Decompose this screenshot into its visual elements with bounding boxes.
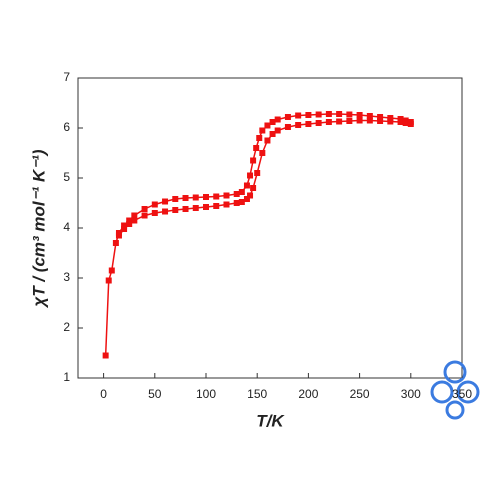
y-tick-label: 4 <box>63 220 70 234</box>
data-point <box>131 217 138 224</box>
data-point <box>105 277 112 284</box>
data-point <box>387 115 394 121</box>
data-point <box>366 113 373 119</box>
data-point <box>238 189 245 195</box>
data-point <box>182 206 189 212</box>
data-point <box>366 117 373 124</box>
data-point <box>115 232 122 239</box>
data-point <box>162 208 169 215</box>
data-point <box>126 217 133 224</box>
data-point <box>336 118 343 125</box>
data-point <box>295 112 302 119</box>
data-point <box>407 121 414 127</box>
data-point <box>387 118 394 125</box>
data-point <box>346 118 353 124</box>
data-point <box>151 210 158 216</box>
data-point <box>402 120 409 126</box>
data-point <box>121 226 128 232</box>
data-point <box>131 212 138 219</box>
data-point <box>243 196 250 202</box>
data-point <box>162 198 169 205</box>
data-point <box>192 205 199 211</box>
x-tick-label: 350 <box>452 387 472 401</box>
data-point <box>274 116 281 123</box>
y-tick-label: 6 <box>63 120 70 134</box>
data-point <box>247 192 254 199</box>
data-point <box>254 170 261 176</box>
data-point <box>269 131 276 137</box>
data-point <box>256 135 263 141</box>
data-point <box>325 111 332 117</box>
y-tick-label: 1 <box>63 370 70 384</box>
data-point <box>112 240 119 246</box>
data-point <box>356 112 363 118</box>
data-point <box>238 199 245 205</box>
x-tick-label: 250 <box>350 387 370 401</box>
data-point <box>259 127 266 134</box>
data-point <box>192 194 199 201</box>
data-point <box>121 222 128 229</box>
y-tick-label: 5 <box>63 170 70 184</box>
x-tick-label: 0 <box>100 387 107 401</box>
data-point <box>126 221 133 227</box>
data-point <box>233 200 240 206</box>
data-point <box>356 117 363 124</box>
data-point <box>182 195 189 201</box>
data-point <box>250 185 257 191</box>
data-point <box>336 111 343 117</box>
data-point <box>108 267 115 274</box>
data-point <box>264 137 271 144</box>
data-point <box>151 201 158 208</box>
x-axis-title: T/K <box>256 411 285 430</box>
data-point <box>250 157 257 164</box>
y-tick-label: 2 <box>63 320 70 334</box>
data-point <box>264 122 271 129</box>
data-point <box>284 124 291 130</box>
data-point <box>346 111 353 118</box>
data-point <box>141 212 148 219</box>
data-point <box>305 112 312 118</box>
data-point <box>172 207 179 213</box>
x-tick-label: 100 <box>196 387 216 401</box>
data-point <box>203 194 209 200</box>
x-tick-label: 150 <box>247 387 267 401</box>
data-point <box>315 111 322 118</box>
data-point <box>295 122 302 128</box>
data-point <box>102 352 109 359</box>
data-point <box>172 196 179 202</box>
data-point <box>315 120 322 126</box>
data-point <box>223 201 230 208</box>
data-point <box>377 118 384 124</box>
data-point <box>223 192 230 199</box>
data-point <box>243 182 250 189</box>
x-tick-label: 50 <box>148 387 162 401</box>
data-point <box>233 191 240 197</box>
data-point <box>203 204 209 210</box>
data-point <box>325 119 332 125</box>
data-point <box>259 150 266 156</box>
data-point <box>141 206 148 212</box>
logo <box>430 360 480 420</box>
x-tick-label: 300 <box>401 387 421 401</box>
data-point <box>274 127 281 134</box>
y-tick-label: 3 <box>63 270 70 284</box>
y-tick-label: 7 <box>63 70 70 84</box>
data-point <box>397 119 404 125</box>
data-point <box>253 145 260 151</box>
x-tick-label: 200 <box>298 387 318 401</box>
data-point <box>213 193 220 200</box>
y-axis-title: χT / (cm³ mol⁻¹ K⁻¹) <box>29 149 48 308</box>
data-point <box>213 203 220 209</box>
data-point <box>377 114 384 120</box>
data-point <box>247 172 254 179</box>
data-point <box>269 119 276 125</box>
data-point <box>305 121 312 127</box>
data-point <box>284 114 291 120</box>
